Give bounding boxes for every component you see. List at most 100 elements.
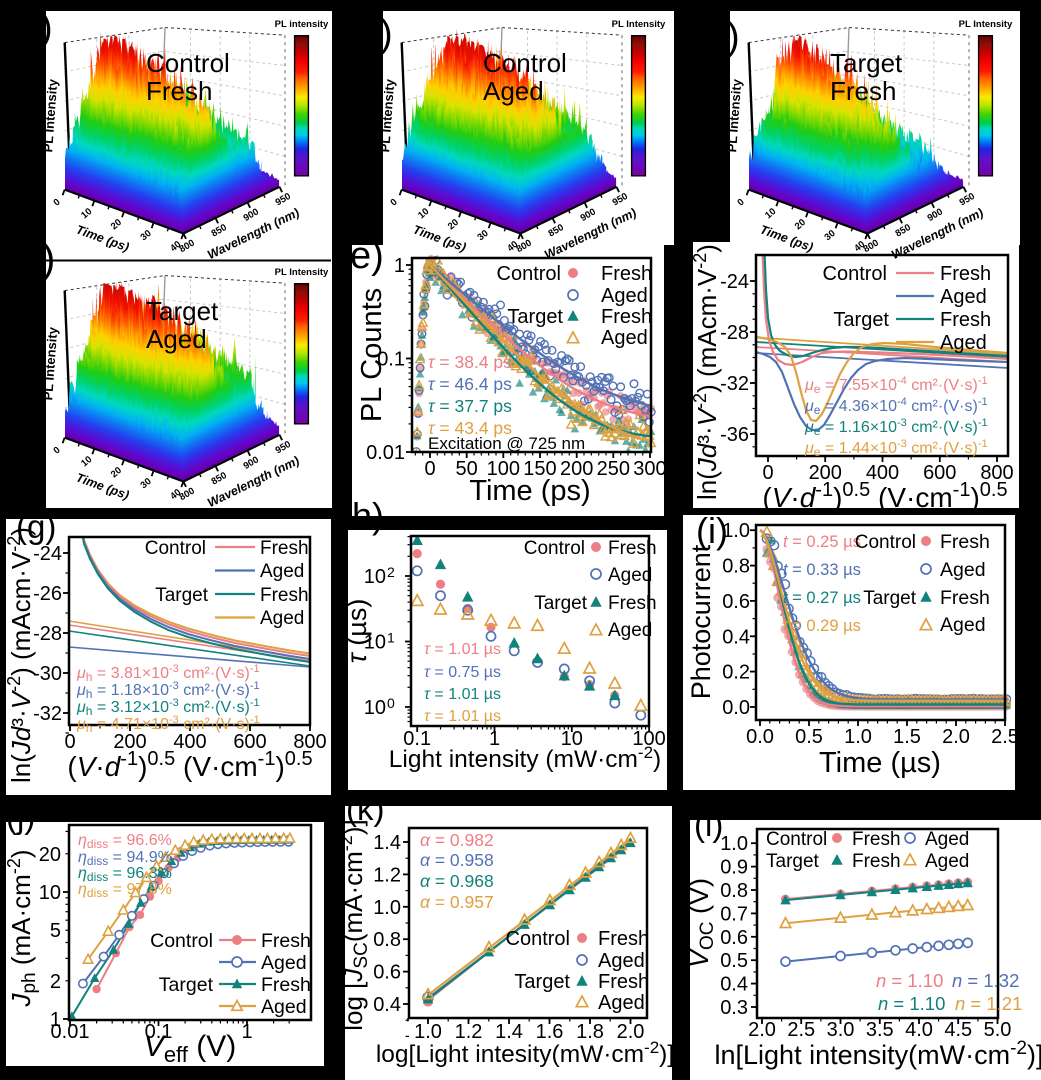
svg-text:(g): (g): [16, 508, 56, 545]
svg-text:1.0: 1.0: [844, 726, 872, 748]
svg-text:0: 0: [64, 731, 75, 753]
svg-text:5: 5: [50, 920, 61, 942]
svg-text:t = 0.29 µs: t = 0.29 µs: [783, 617, 861, 635]
svg-text:0.1: 0.1: [403, 728, 431, 750]
svg-text:0.5: 0.5: [795, 726, 823, 748]
svg-text:(i): (i): [696, 510, 728, 551]
svg-text:10: 10: [364, 632, 386, 654]
svg-text:Aged: Aged: [261, 952, 307, 974]
svg-text:Control: Control: [497, 263, 561, 285]
svg-text:Fresh: Fresh: [940, 531, 990, 553]
svg-text:1: 1: [50, 1009, 61, 1031]
svg-text:400: 400: [173, 731, 206, 753]
svg-text:τ = 1.01 µs: τ = 1.01 µs: [424, 641, 501, 658]
svg-text:PL Intensity: PL Intensity: [377, 78, 397, 153]
svg-text:τ = 43.4 ps: τ = 43.4 ps: [428, 418, 512, 438]
svg-text:10: 10: [39, 882, 61, 904]
svg-text:Fresh: Fresh: [940, 587, 990, 609]
svg-text:5.0: 5.0: [984, 1019, 1012, 1041]
svg-text:0.0: 0.0: [722, 697, 750, 719]
svg-text:0.6: 0.6: [722, 591, 750, 613]
svg-text:Aged: Aged: [940, 286, 987, 308]
svg-text:0.9: 0.9: [720, 857, 748, 879]
svg-text:-36: -36: [720, 424, 749, 446]
svg-text:(V·d-1​)0.5​ (V·cm-1​)0.5​: (V·d-1​)0.5​ (V·cm-1​)0.5​: [67, 748, 312, 782]
svg-text:0.5: 0.5: [720, 950, 748, 972]
svg-text:Aged: Aged: [598, 950, 645, 972]
svg-text:μh​ = 3.81×10-3​ cm²·(V·s)-1​: μh​ = 3.81×10-3​ cm²·(V·s)-1​: [76, 663, 260, 684]
svg-text:1.2: 1.2: [373, 864, 401, 886]
svg-text:τ = 46.4 ps: τ = 46.4 ps: [428, 374, 512, 394]
svg-text:0.8: 0.8: [720, 880, 748, 902]
svg-text:-24: -24: [720, 271, 749, 293]
svg-text:1.8: 1.8: [576, 1021, 604, 1043]
svg-text:Aged: Aged: [940, 332, 987, 354]
svg-text:h): h): [352, 495, 384, 536]
svg-text:400: 400: [866, 462, 899, 484]
svg-text:0.6: 0.6: [720, 927, 748, 949]
svg-text:Time (µs): Time (µs): [819, 747, 941, 779]
svg-text:μh​ = 3.12×10-3​ cm²·(V·s)-1​: μh​ = 3.12×10-3​ cm²·(V·s)-1​: [76, 697, 260, 718]
svg-text:(j): (j): [6, 798, 35, 835]
svg-text:Fresh: Fresh: [852, 851, 901, 872]
svg-text:log [JSC​(mA·cm-2​)]: log [JSC​(mA·cm-2​)]: [336, 819, 372, 1030]
svg-text:): ): [727, 16, 740, 58]
svg-text:Aged: Aged: [260, 608, 304, 629]
svg-text:0.01: 0.01: [366, 442, 405, 464]
svg-text:PL Counts: PL Counts: [356, 288, 388, 422]
svg-text:1: 1: [489, 728, 500, 750]
svg-text:Photocurrent: Photocurrent: [686, 544, 716, 699]
svg-text:Control: Control: [524, 538, 585, 559]
svg-text:μh​ = 1.18×10-3​ cm²·(V·s)-1​: μh​ = 1.18×10-3​ cm²·(V·s)-1​: [76, 680, 260, 701]
svg-text:0.01: 0.01: [51, 1021, 90, 1043]
svg-text:α = 0.968: α = 0.968: [420, 871, 494, 891]
svg-text:t = 0.33 µs: t = 0.33 µs: [783, 561, 861, 579]
svg-text:(V·d-1​)0.5​ (V·cm-1​)0.5​: (V·d-1​)0.5​ (V·cm-1​)0.5​: [762, 479, 1007, 513]
svg-text:α = 0.982: α = 0.982: [420, 830, 494, 850]
svg-text:0.6: 0.6: [373, 962, 401, 984]
svg-text:2: 2: [387, 564, 395, 580]
svg-text:Aged: Aged: [483, 76, 544, 106]
svg-text:(k): (k): [346, 790, 384, 827]
svg-text:3.5: 3.5: [866, 1019, 894, 1041]
svg-text:50: 50: [456, 458, 478, 480]
svg-text:Light intensity (mW·cm-2​): Light intensity (mW·cm-2​): [389, 743, 661, 773]
svg-text:800: 800: [293, 731, 326, 753]
svg-text:1: 1: [387, 630, 395, 646]
svg-text:τ = 37.7 ps: τ = 37.7 ps: [428, 396, 512, 416]
svg-text:Fresh: Fresh: [261, 930, 311, 952]
svg-text:Fresh: Fresh: [830, 76, 896, 106]
svg-text:Fresh: Fresh: [260, 585, 309, 606]
svg-text:Fresh: Fresh: [598, 971, 649, 993]
svg-text:α = 0.958: α = 0.958: [420, 850, 494, 870]
svg-text:Target: Target: [863, 588, 917, 609]
svg-text:Fresh: Fresh: [608, 538, 657, 559]
svg-text:0.1: 0.1: [145, 1021, 173, 1043]
svg-text:0: 0: [389, 197, 400, 209]
svg-text:Control: Control: [145, 538, 206, 559]
svg-text:Control: Control: [506, 928, 570, 950]
svg-text:1.0: 1.0: [373, 897, 401, 919]
svg-text:Fresh: Fresh: [608, 593, 657, 614]
svg-text:1: 1: [394, 255, 405, 277]
svg-text:100: 100: [632, 728, 665, 750]
svg-text:Aged: Aged: [146, 324, 207, 354]
svg-text:τ = 0.75 µs: τ = 0.75 µs: [424, 664, 501, 681]
svg-text:Control: Control: [150, 930, 213, 952]
svg-text:0.8: 0.8: [722, 556, 750, 578]
svg-text:Excitation @ 725 nm: Excitation @ 725 nm: [428, 434, 585, 453]
svg-text:log[Light intesity(mW·cm-2​)]: log[Light intesity(mW·cm-2​)]: [376, 1038, 674, 1068]
svg-text:n = 1.10: n = 1.10: [876, 970, 943, 991]
svg-text:PL Intensity: PL Intensity: [724, 78, 744, 153]
svg-text:Veff​ (V): Veff​ (V): [144, 1030, 236, 1067]
svg-text:Fresh: Fresh: [601, 306, 652, 328]
svg-text:n = 1.10: n = 1.10: [878, 993, 945, 1014]
svg-text:Aged: Aged: [940, 614, 986, 636]
svg-text:0: 0: [387, 695, 395, 711]
svg-text:e): e): [350, 235, 384, 277]
svg-text:200: 200: [560, 458, 593, 480]
svg-text:α = 0.957: α = 0.957: [420, 892, 494, 912]
svg-text:-32: -32: [720, 373, 749, 395]
svg-text:1.4: 1.4: [495, 1021, 523, 1043]
svg-text:t = 0.27 µs: t = 0.27 µs: [783, 589, 861, 607]
